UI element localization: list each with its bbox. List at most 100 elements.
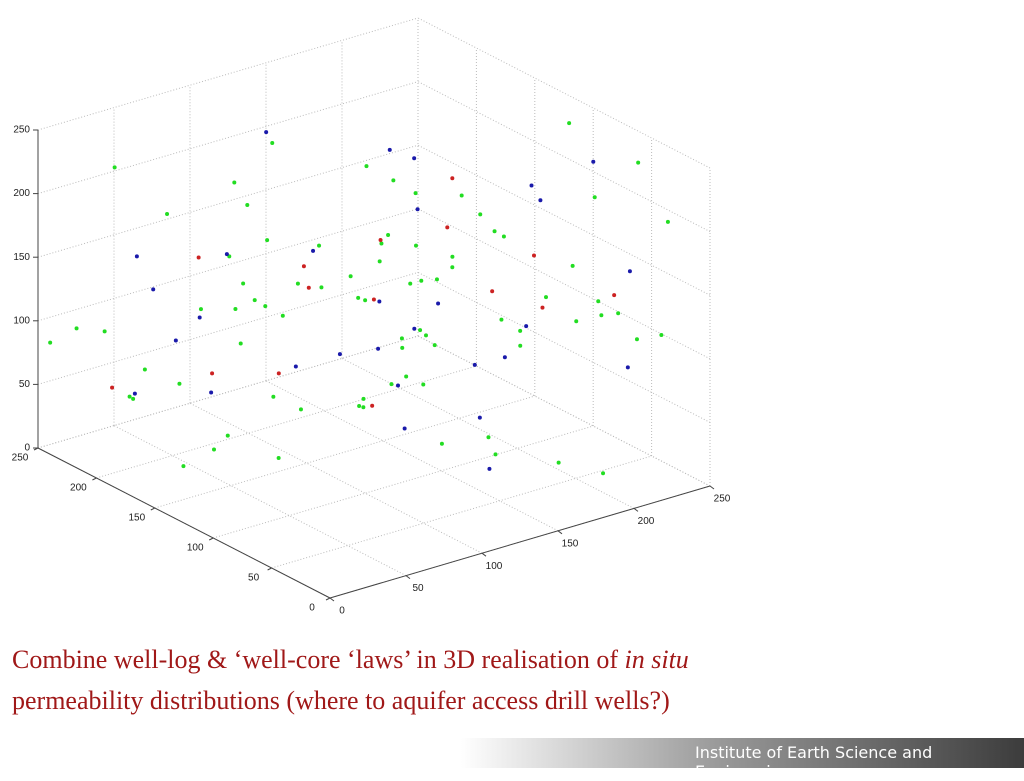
point xyxy=(48,340,53,345)
point xyxy=(436,301,441,306)
x-tick-label: 50 xyxy=(412,583,424,594)
point xyxy=(377,299,382,304)
point xyxy=(225,433,230,438)
grid-line xyxy=(417,17,711,169)
z-tick-label: 50 xyxy=(19,379,31,390)
tick-mark xyxy=(709,485,715,490)
point xyxy=(404,374,409,379)
point xyxy=(612,293,617,298)
point xyxy=(400,345,405,350)
point xyxy=(276,371,281,376)
point xyxy=(486,435,491,440)
grid-line xyxy=(417,81,711,233)
point xyxy=(601,471,606,476)
point xyxy=(574,319,579,324)
point xyxy=(356,295,361,300)
tick-mark xyxy=(405,575,411,579)
point xyxy=(387,147,392,152)
axis-line xyxy=(329,485,711,599)
grid-line xyxy=(271,455,652,569)
point xyxy=(540,305,545,310)
point xyxy=(567,121,572,126)
point xyxy=(198,307,203,312)
point xyxy=(196,255,201,260)
point xyxy=(317,243,322,248)
point xyxy=(386,232,391,237)
footer-institute: Institute of Earth Science and Engineeri… xyxy=(695,743,933,781)
point xyxy=(414,243,418,248)
point xyxy=(544,295,548,300)
point xyxy=(110,385,115,390)
grid-line xyxy=(417,144,711,296)
point xyxy=(570,263,575,268)
point xyxy=(636,160,641,165)
point xyxy=(592,195,597,200)
tick-mark xyxy=(208,537,214,541)
point xyxy=(418,328,423,333)
caption-text: permeability distributions (where to aqu… xyxy=(12,686,670,715)
point xyxy=(232,180,237,185)
y-tick-label: 200 xyxy=(70,483,87,494)
point xyxy=(142,367,147,372)
point xyxy=(306,285,311,290)
z-tick-label: 0 xyxy=(24,443,30,454)
point xyxy=(490,289,495,294)
point xyxy=(459,193,464,198)
point xyxy=(131,396,136,401)
scatter-3d: 0501001502002500501001502002500501001502… xyxy=(12,17,731,617)
point xyxy=(502,355,507,360)
point xyxy=(209,390,214,395)
grid-line xyxy=(96,365,477,479)
point xyxy=(357,403,362,408)
x-tick-label: 100 xyxy=(486,561,503,572)
x-tick-label: 0 xyxy=(339,606,345,617)
point xyxy=(298,407,303,412)
point xyxy=(151,287,156,292)
point xyxy=(134,254,139,259)
point xyxy=(415,207,420,212)
point xyxy=(210,371,215,376)
point xyxy=(376,346,381,351)
point xyxy=(311,248,316,253)
point xyxy=(518,343,523,348)
point xyxy=(241,281,246,286)
caption-line-1: Combine well-log & ‘well-core ‘laws’ in … xyxy=(12,645,689,675)
y-tick-label: 0 xyxy=(309,603,315,614)
point xyxy=(627,269,632,274)
point xyxy=(74,326,79,331)
point xyxy=(556,460,561,465)
point xyxy=(127,394,132,399)
point xyxy=(434,277,439,282)
z-tick-label: 150 xyxy=(13,252,30,263)
grid-line xyxy=(417,271,711,423)
point xyxy=(472,362,477,367)
caption-italic: in situ xyxy=(624,645,689,674)
point xyxy=(529,183,534,188)
point xyxy=(361,396,366,401)
x-tick-label: 200 xyxy=(638,516,655,527)
grid-line xyxy=(37,17,419,131)
point xyxy=(412,156,417,161)
axis-line xyxy=(37,447,331,599)
point xyxy=(396,383,400,388)
tick-mark xyxy=(267,567,272,571)
tick-mark xyxy=(329,597,335,602)
tick-mark xyxy=(557,530,563,535)
point xyxy=(665,219,670,224)
point xyxy=(421,382,426,387)
point xyxy=(295,281,300,286)
point xyxy=(361,405,366,410)
grid-line xyxy=(37,208,419,322)
point xyxy=(233,307,238,312)
point xyxy=(413,191,418,196)
grid-line xyxy=(189,402,483,554)
point xyxy=(591,159,596,164)
point xyxy=(112,165,117,170)
point xyxy=(238,341,243,346)
point xyxy=(280,313,285,318)
point xyxy=(402,426,407,431)
z-tick-label: 200 xyxy=(13,188,30,199)
point xyxy=(524,324,529,329)
point xyxy=(173,338,178,343)
